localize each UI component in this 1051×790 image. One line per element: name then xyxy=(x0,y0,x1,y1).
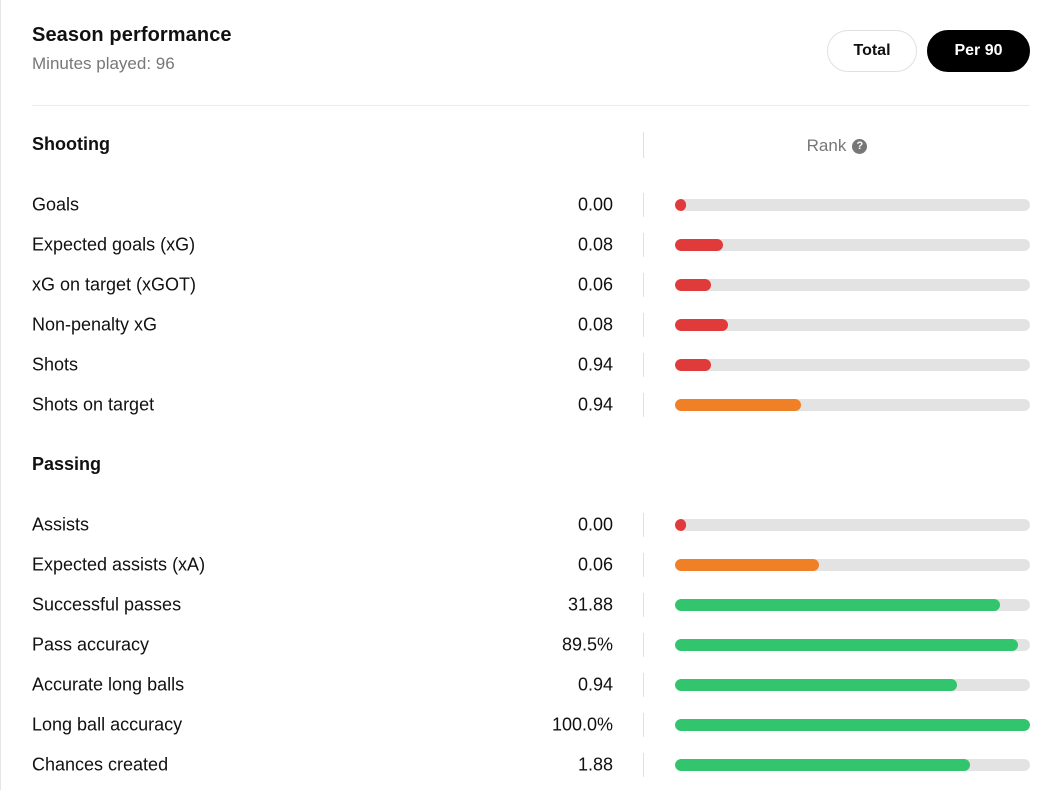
stat-label: Expected assists (xA) xyxy=(32,554,206,575)
stat-label: Assists xyxy=(32,514,90,535)
rank-bar-fill xyxy=(675,559,819,571)
rank-bar-track xyxy=(675,599,1030,611)
stat-value: 0.08 xyxy=(577,234,613,255)
rank-header: Rank ? xyxy=(644,133,1030,159)
rank-bar-track xyxy=(675,559,1030,571)
stat-row: Non-penalty xG 0.08 xyxy=(32,305,1030,345)
rank-bar-track xyxy=(675,239,1030,251)
section-title-shooting: Shooting xyxy=(32,134,110,154)
rank-header-divider xyxy=(643,132,644,158)
row-separator xyxy=(643,673,644,697)
stat-value: 100.0% xyxy=(551,714,613,735)
rank-bar-fill xyxy=(675,279,711,291)
stat-row: Expected goals (xG) 0.08 xyxy=(32,225,1030,265)
row-separator xyxy=(643,273,644,297)
rank-bar-track xyxy=(675,719,1030,731)
stat-row: Goals 0.00 xyxy=(32,185,1030,225)
rank-bar-track xyxy=(675,319,1030,331)
rank-bar-fill xyxy=(675,399,802,411)
rank-bar-fill xyxy=(675,319,729,331)
stat-row: Expected assists (xA) 0.06 xyxy=(32,545,1030,585)
row-separator xyxy=(643,513,644,537)
rank-bar-fill xyxy=(675,759,970,771)
stat-value: 31.88 xyxy=(567,594,613,615)
rank-bar-fill xyxy=(675,599,1000,611)
stat-label: Shots on target xyxy=(32,394,155,415)
row-separator xyxy=(643,753,644,777)
stat-value: 0.94 xyxy=(577,354,613,375)
rank-bar-track xyxy=(675,199,1030,211)
card-title: Season performance xyxy=(32,24,232,46)
rank-bar-fill xyxy=(675,519,686,531)
stat-row: Accurate long balls 0.94 xyxy=(32,665,1030,705)
stat-value: 0.08 xyxy=(577,314,613,335)
stat-label: Goals xyxy=(32,194,80,215)
stat-value: 0.06 xyxy=(577,274,613,295)
rank-bar-fill xyxy=(675,199,686,211)
stat-value: 1.88 xyxy=(577,754,613,775)
total-toggle-button[interactable]: Total xyxy=(827,30,917,72)
stat-label: Pass accuracy xyxy=(32,634,150,655)
row-separator xyxy=(643,633,644,657)
stat-label: Expected goals (xG) xyxy=(32,234,196,255)
row-separator xyxy=(643,353,644,377)
question-circle-icon[interactable]: ? xyxy=(852,138,868,154)
stat-value: 0.06 xyxy=(577,554,613,575)
rank-bar-fill xyxy=(675,719,1030,731)
stat-label: Non-penalty xG xyxy=(32,314,158,335)
rank-bar-track xyxy=(675,639,1030,651)
rank-bar-fill xyxy=(675,239,723,251)
stat-label: Accurate long balls xyxy=(32,674,185,695)
per90-toggle-button[interactable]: Per 90 xyxy=(927,30,1030,72)
stat-label: Chances created xyxy=(32,754,169,775)
rank-bar-track xyxy=(675,399,1030,411)
rank-bar-track xyxy=(675,759,1030,771)
row-separator xyxy=(643,553,644,577)
stat-row: xG on target (xGOT) 0.06 xyxy=(32,265,1030,305)
row-separator xyxy=(643,193,644,217)
stat-value: 0.00 xyxy=(577,194,613,215)
stat-label: xG on target (xGOT) xyxy=(32,274,197,295)
stat-row: Long ball accuracy 100.0% xyxy=(32,705,1030,745)
stat-value: 0.00 xyxy=(577,514,613,535)
stat-label: Long ball accuracy xyxy=(32,714,183,735)
rank-bar-track xyxy=(675,679,1030,691)
stat-row: Assists 0.00 xyxy=(32,505,1030,545)
stat-label: Shots xyxy=(32,354,79,375)
row-separator xyxy=(643,593,644,617)
stat-value: 0.94 xyxy=(577,394,613,415)
rank-bar-track xyxy=(675,279,1030,291)
stat-row: Pass accuracy 89.5% xyxy=(32,625,1030,665)
stat-value: 0.94 xyxy=(577,674,613,695)
header-divider xyxy=(32,105,1030,106)
stat-row: Shots 0.94 xyxy=(32,345,1030,385)
stat-value: 89.5% xyxy=(561,634,613,655)
rank-bar-fill xyxy=(675,679,958,691)
stat-label: Successful passes xyxy=(32,594,182,615)
row-separator xyxy=(643,713,644,737)
rank-bar-fill xyxy=(675,359,711,371)
row-separator xyxy=(643,393,644,417)
stat-row: Chances created 1.88 xyxy=(32,745,1030,785)
stat-row: Successful passes 31.88 xyxy=(32,585,1030,625)
rank-bar-track xyxy=(675,359,1030,371)
row-separator xyxy=(643,313,644,337)
minutes-played: Minutes played: 96 xyxy=(32,54,175,73)
section-title-passing: Passing xyxy=(32,454,102,474)
stat-row: Shots on target 0.94 xyxy=(32,385,1030,425)
row-separator xyxy=(643,233,644,257)
rank-bar-track xyxy=(675,519,1030,531)
rank-bar-fill xyxy=(675,639,1018,651)
rank-label: Rank xyxy=(806,136,847,155)
